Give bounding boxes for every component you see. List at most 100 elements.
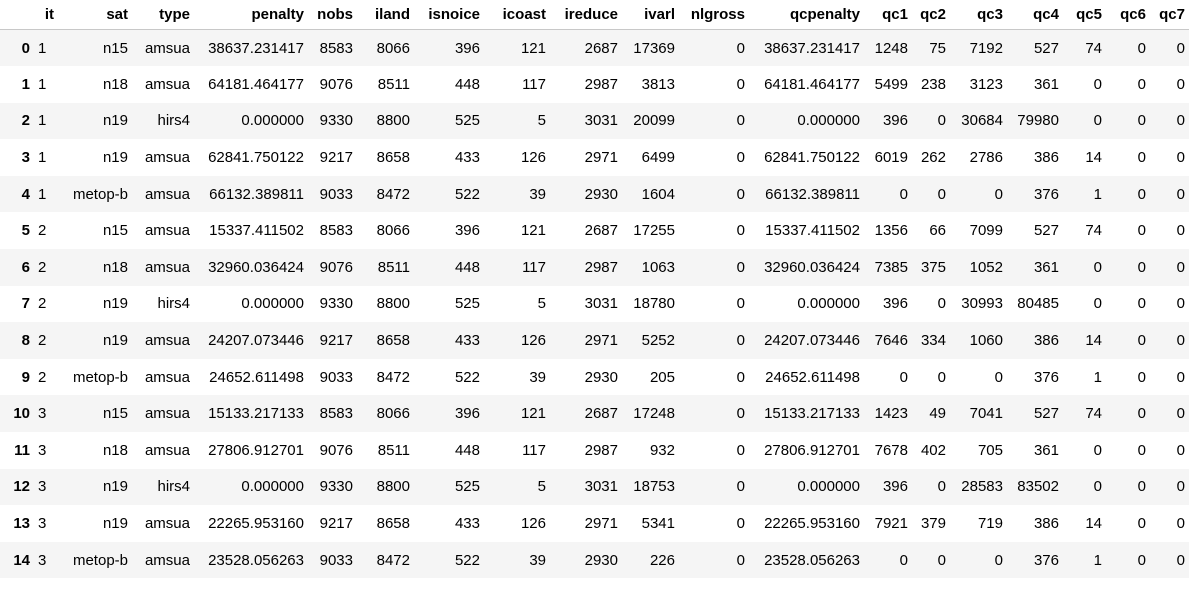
cell-iland: 8066 [376, 39, 410, 57]
cell-qc6: 0 [1137, 75, 1146, 93]
table-row: 13 3 n19 amsua 22265.953160 9217 8658 433 126 297… [0, 505, 1189, 542]
cell-qc4: 527 [1033, 405, 1059, 423]
cell-iland: 8472 [376, 551, 410, 569]
cell-qc1: 7646 [874, 332, 908, 350]
cell-qc4: 80485 [1017, 295, 1059, 313]
row-index: 7 [21, 295, 30, 313]
cell-penalty: 15133.217133 [208, 405, 304, 423]
cell-type: hirs4 [157, 478, 190, 496]
cell-nobs: 9217 [319, 149, 353, 167]
cell-nobs: 9076 [319, 75, 353, 93]
cell-qc2: 262 [920, 149, 946, 167]
cell-ireduce: 2687 [584, 39, 618, 57]
cell-iland: 8066 [376, 222, 410, 240]
cell-ivarl: 1604 [641, 185, 675, 203]
cell-qc2: 75 [929, 39, 946, 57]
column-header-qc5: qc5 [1063, 0, 1106, 30]
cell-qc6: 0 [1137, 515, 1146, 533]
cell-icoast: 5 [537, 478, 546, 496]
cell-qc7: 0 [1176, 405, 1185, 423]
cell-qc3: 7041 [969, 405, 1003, 423]
cell-nobs: 8583 [319, 39, 353, 57]
cell-icoast: 39 [529, 368, 546, 386]
cell-qc7: 0 [1176, 295, 1185, 313]
cell-qc4: 83502 [1017, 478, 1059, 496]
cell-type: hirs4 [157, 112, 190, 130]
cell-qc6: 0 [1137, 368, 1146, 386]
cell-ivarl: 17255 [633, 222, 675, 240]
cell-qc6: 0 [1137, 258, 1146, 276]
cell-isnoice: 522 [454, 551, 480, 569]
cell-it: 2 [38, 295, 47, 313]
cell-ireduce: 2987 [584, 75, 618, 93]
cell-qc6: 0 [1137, 332, 1146, 350]
row-index: 2 [21, 112, 30, 130]
cell-qcpenalty: 0.000000 [797, 112, 860, 130]
header-row: it sat type penalty nobs iland isnoice icoast ir… [0, 0, 1189, 30]
cell-icoast: 126 [520, 515, 546, 533]
cell-isnoice: 396 [454, 222, 480, 240]
row-index: 3 [21, 149, 30, 167]
cell-nlgross: 0 [736, 368, 745, 386]
cell-qc1: 5499 [874, 75, 908, 93]
cell-ivarl: 5252 [641, 332, 675, 350]
cell-qcpenalty: 24652.611498 [765, 368, 860, 386]
cell-qc4: 361 [1033, 441, 1059, 459]
cell-ivarl: 205 [649, 368, 675, 386]
cell-nobs: 9330 [319, 478, 353, 496]
cell-qc3: 7192 [969, 39, 1003, 57]
cell-qc7: 0 [1176, 515, 1185, 533]
cell-qc5: 74 [1085, 405, 1102, 423]
cell-sat: n18 [102, 441, 128, 459]
cell-qc5: 14 [1085, 515, 1102, 533]
cell-it: 3 [38, 515, 47, 533]
cell-qc3: 3123 [969, 75, 1003, 93]
cell-type: amsua [144, 441, 190, 459]
cell-it: 1 [38, 185, 47, 203]
table-row: 14 3 metop-b amsua 23528.056263 9033 8472 522 39… [0, 541, 1189, 579]
cell-isnoice: 525 [454, 295, 480, 313]
cell-iland: 8658 [376, 332, 410, 350]
cell-ivarl: 6499 [641, 149, 675, 167]
cell-qc7: 0 [1176, 368, 1185, 386]
cell-qc6: 0 [1137, 222, 1146, 240]
cell-nlgross: 0 [736, 222, 745, 240]
cell-sat: n15 [102, 39, 128, 57]
cell-ireduce: 2930 [584, 185, 618, 203]
cell-nobs: 8583 [319, 222, 353, 240]
cell-qc5: 0 [1093, 441, 1102, 459]
cell-qc1: 7921 [874, 515, 908, 533]
table-row: 5 2 n15 amsua 15337.411502 8583 8066 396 121 2687… [0, 212, 1189, 250]
cell-qc1: 0 [899, 551, 908, 569]
table-row: 0 1 n15 amsua 38637.231417 8583 8066 396 121 2687… [0, 29, 1189, 67]
cell-isnoice: 433 [454, 149, 480, 167]
cell-sat: metop-b [72, 551, 128, 569]
cell-type: amsua [144, 258, 190, 276]
cell-qc4: 79980 [1017, 112, 1059, 130]
column-header-icoast: icoast [484, 0, 550, 30]
row-index: 9 [21, 368, 30, 386]
cell-qcpenalty: 22265.953160 [764, 515, 860, 533]
cell-qc3: 30684 [961, 112, 1003, 130]
cell-type: amsua [144, 75, 190, 93]
cell-qc7: 0 [1176, 332, 1185, 350]
cell-qc2: 66 [929, 222, 946, 240]
cell-qc1: 396 [882, 478, 908, 496]
cell-penalty: 15337.411502 [209, 222, 304, 240]
cell-qc6: 0 [1137, 39, 1146, 57]
cell-isnoice: 448 [454, 441, 480, 459]
cell-qc3: 1052 [969, 258, 1003, 276]
cell-qc5: 74 [1085, 39, 1102, 57]
cell-qc7: 0 [1176, 222, 1185, 240]
cell-qc2: 0 [937, 478, 946, 496]
row-index: 10 [13, 405, 30, 423]
cell-qc2: 0 [937, 551, 946, 569]
cell-it: 3 [38, 441, 47, 459]
column-header-type: type [132, 0, 194, 30]
cell-ireduce: 2987 [584, 258, 618, 276]
cell-qcpenalty: 24207.073446 [764, 332, 860, 350]
cell-qc3: 0 [994, 368, 1003, 386]
cell-icoast: 117 [522, 258, 546, 276]
cell-icoast: 121 [520, 39, 546, 57]
cell-icoast: 117 [522, 75, 546, 93]
